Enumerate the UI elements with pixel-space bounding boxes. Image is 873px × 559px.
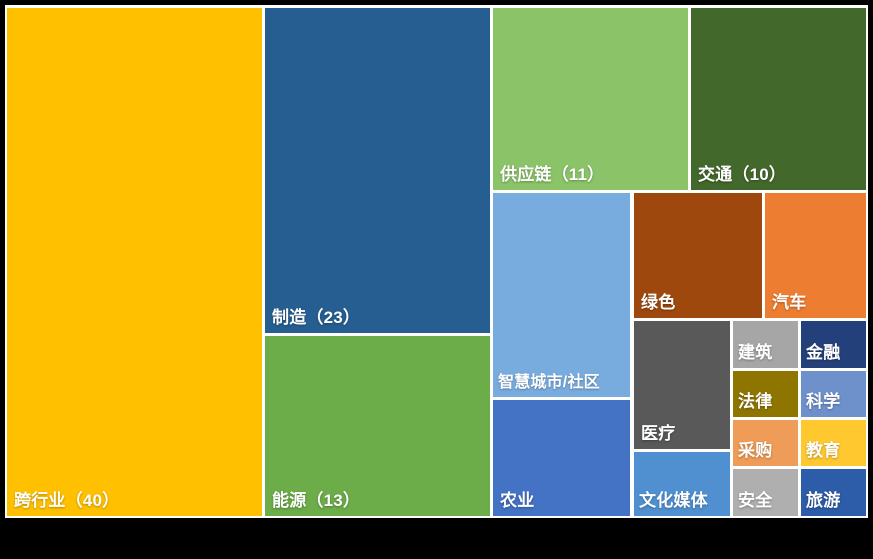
tile-energy[interactable]: 能源（13） bbox=[265, 336, 490, 516]
tile-label-energy: 能源（13） bbox=[272, 491, 361, 511]
tile-transport[interactable]: 交通（10） bbox=[691, 8, 866, 190]
tile-finance[interactable]: 金融 bbox=[801, 321, 866, 368]
tile-label-cross-industry: 跨行业（40） bbox=[14, 491, 120, 511]
tile-label-manufacturing: 制造（23） bbox=[272, 308, 361, 328]
tile-label-procurement: 采购 bbox=[738, 441, 773, 461]
tile-label-finance: 金融 bbox=[806, 343, 841, 363]
tile-label-construction: 建筑 bbox=[738, 343, 773, 363]
tile-smart-city[interactable]: 智慧城市/社区 bbox=[493, 193, 630, 397]
tile-label-supply-chain: 供应链（11） bbox=[500, 165, 605, 185]
tile-label-culture-media: 文化媒体 bbox=[639, 491, 708, 511]
tile-label-security: 安全 bbox=[738, 491, 773, 511]
tile-label-transport: 交通（10） bbox=[698, 165, 787, 185]
tile-label-green: 绿色 bbox=[641, 293, 676, 313]
tile-healthcare[interactable]: 医疗 bbox=[634, 321, 730, 449]
tile-label-automotive: 汽车 bbox=[772, 293, 807, 313]
tile-automotive[interactable]: 汽车 bbox=[765, 193, 866, 318]
tile-cross-industry[interactable]: 跨行业（40） bbox=[7, 8, 262, 516]
tile-label-legal: 法律 bbox=[738, 392, 773, 412]
tile-manufacturing[interactable]: 制造（23） bbox=[265, 8, 490, 333]
tile-supply-chain[interactable]: 供应链（11） bbox=[493, 8, 688, 190]
tile-label-agriculture: 农业 bbox=[500, 491, 535, 511]
tile-label-science: 科学 bbox=[806, 392, 841, 412]
tile-security[interactable]: 安全 bbox=[733, 469, 798, 516]
tile-science[interactable]: 科学 bbox=[801, 371, 866, 417]
tile-label-education: 教育 bbox=[806, 441, 841, 461]
tile-agriculture[interactable]: 农业 bbox=[493, 400, 630, 516]
tile-construction[interactable]: 建筑 bbox=[733, 321, 798, 368]
tile-label-healthcare: 医疗 bbox=[641, 424, 676, 444]
tile-tourism[interactable]: 旅游 bbox=[801, 469, 866, 516]
tile-label-tourism: 旅游 bbox=[806, 491, 841, 511]
tile-green[interactable]: 绿色 bbox=[634, 193, 762, 318]
tile-label-smart-city: 智慧城市/社区 bbox=[498, 373, 600, 391]
tile-culture-media[interactable]: 文化媒体 bbox=[634, 452, 730, 516]
tile-education[interactable]: 教育 bbox=[801, 420, 866, 466]
tile-procurement[interactable]: 采购 bbox=[733, 420, 798, 466]
tile-legal[interactable]: 法律 bbox=[733, 371, 798, 417]
